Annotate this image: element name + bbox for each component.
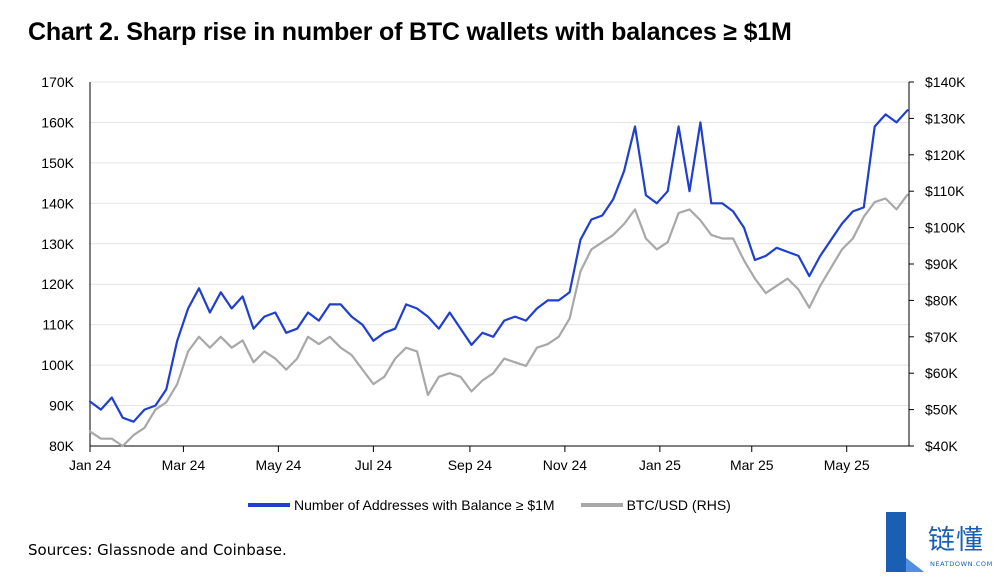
left-tick-label: 130K	[41, 236, 74, 252]
x-tick-label: Jan 24	[69, 457, 111, 473]
legend-swatch-addresses	[248, 503, 290, 507]
x-tick-label: Sep 24	[448, 457, 493, 473]
left-tick-label: 90K	[49, 398, 75, 414]
right-axis-ticks: $40K $50K $60K $70K $80K $90K $100K $110K $120K $…	[909, 74, 966, 454]
legend-label-addresses: Number of Addresses with Balance ≥ $1M	[294, 497, 555, 513]
left-tick-label: 80K	[49, 438, 75, 454]
logo-text: 链懂	[928, 525, 984, 556]
left-axis-ticks: 80K 90K 100K 110K 120K 130K 140K 150K 160K 170K	[41, 74, 74, 454]
x-tick-label: May 24	[255, 457, 301, 473]
gridlines	[90, 81, 909, 447]
right-tick-label: $130K	[925, 110, 966, 126]
right-tick-label: $80K	[925, 292, 958, 308]
legend: Number of Addresses with Balance ≥ $1M B…	[248, 497, 731, 513]
right-tick-label: $60K	[925, 365, 958, 381]
left-tick-label: 170K	[41, 74, 74, 90]
right-tick-label: $120K	[925, 147, 966, 163]
right-tick-label: $90K	[925, 256, 958, 272]
left-tick-label: 120K	[41, 276, 74, 292]
neatdown-logo	[886, 512, 924, 572]
legend-item-btc-usd: BTC/USD (RHS)	[580, 497, 731, 513]
series-lines	[88, 109, 909, 448]
axes	[89, 82, 910, 447]
series-line-addresses	[88, 109, 909, 423]
x-axis-ticks: Jan 24 Mar 24 May 24 Jul 24 Sep 24 Nov 24 Jan …	[69, 446, 870, 473]
logo-subtext: NEATDOWN.COM	[930, 560, 993, 568]
legend-item-addresses: Number of Addresses with Balance ≥ $1M	[248, 497, 555, 513]
left-tick-label: 160K	[41, 114, 74, 130]
left-tick-label: 100K	[41, 357, 74, 373]
right-tick-label: $110K	[925, 183, 965, 199]
x-tick-label: Jan 25	[639, 457, 681, 473]
x-tick-label: Mar 25	[730, 457, 774, 473]
left-tick-label: 150K	[41, 155, 74, 171]
left-tick-label: 110K	[42, 317, 74, 333]
chart-title: Chart 2. Sharp rise in number of BTC wal…	[28, 18, 792, 46]
legend-swatch-btc-usd	[580, 503, 623, 507]
right-tick-label: $50K	[925, 402, 958, 418]
right-tick-label: $140K	[925, 74, 966, 90]
right-tick-label: $100K	[925, 220, 966, 236]
left-tick-label: 140K	[41, 195, 74, 211]
x-tick-label: May 25	[824, 457, 870, 473]
legend-label-btc-usd: BTC/USD (RHS)	[626, 497, 731, 513]
right-tick-label: $40K	[925, 438, 958, 454]
series-line-btc-usd	[88, 193, 909, 448]
right-tick-label: $70K	[925, 329, 958, 345]
x-tick-label: Mar 24	[162, 457, 206, 473]
x-tick-label: Nov 24	[543, 457, 588, 473]
x-tick-label: Jul 24	[355, 457, 393, 473]
sources-note: Sources: Glassnode and Coinbase.	[28, 541, 287, 559]
